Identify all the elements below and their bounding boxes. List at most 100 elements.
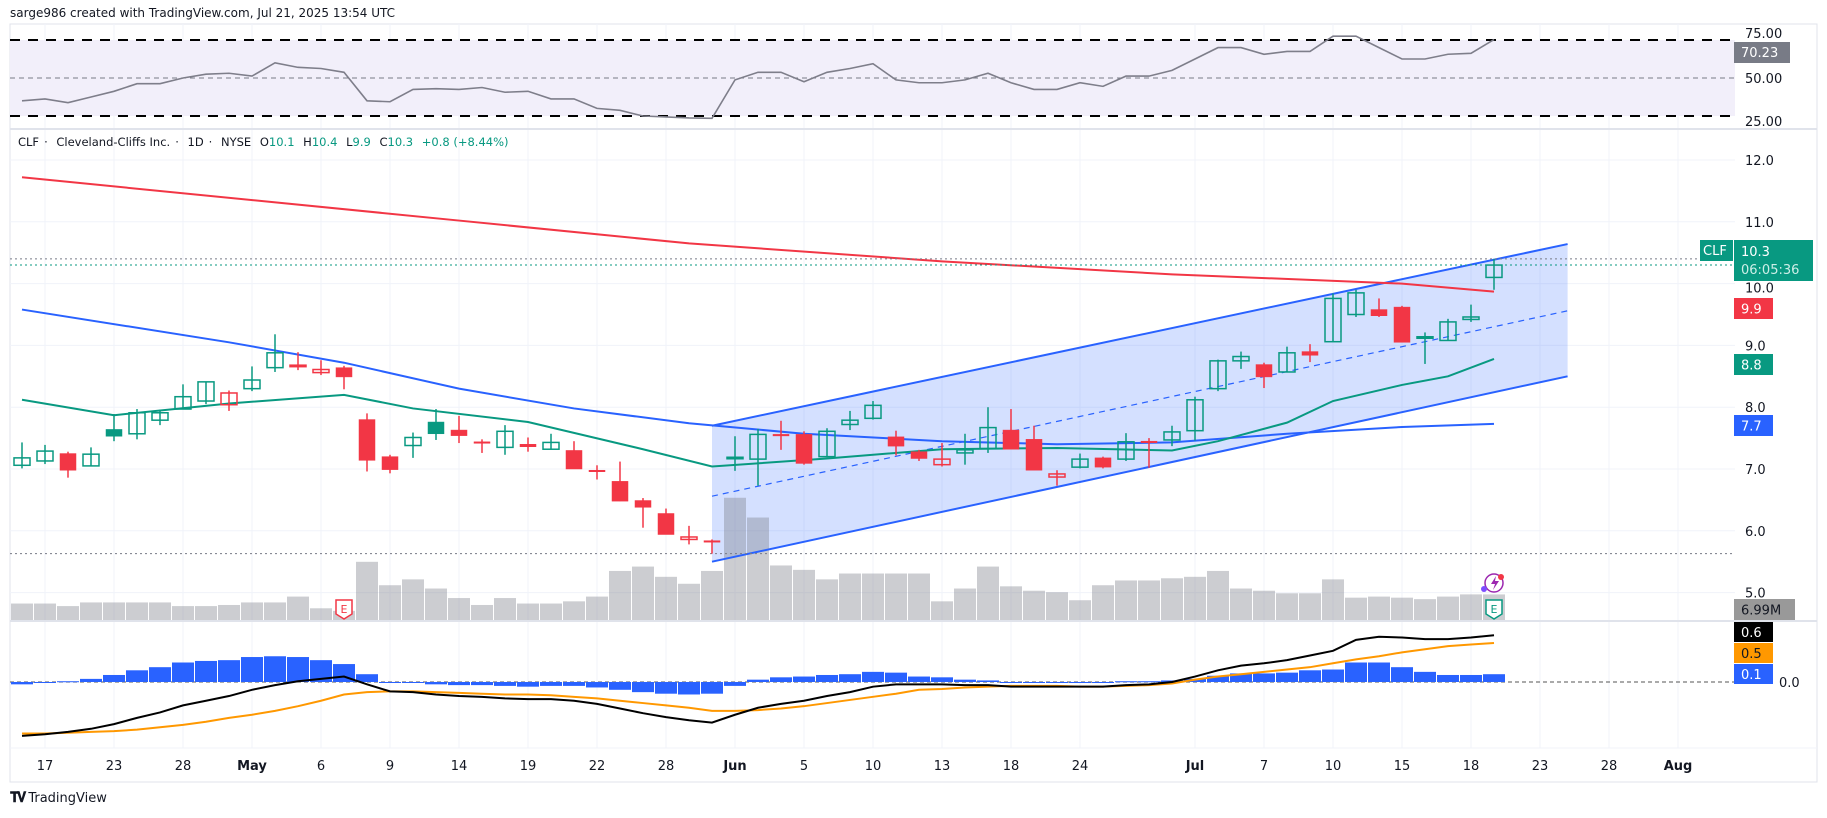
macd-histogram-bar — [1368, 662, 1390, 682]
time-tick-label: 6 — [317, 759, 325, 774]
ma-green-line — [21, 358, 1495, 468]
macd-histogram-bar — [471, 682, 493, 686]
notification-dot — [1498, 574, 1504, 580]
ma-red-badge: 9.9 — [1734, 298, 1773, 319]
macd-histogram-bar — [908, 676, 930, 682]
tradingview-logo[interactable]: 𝐓𝐕 TradingView — [10, 790, 107, 806]
channel-upper-line — [711, 243, 1568, 427]
time-tick-label: 14 — [451, 759, 468, 774]
candle-body — [128, 412, 146, 435]
candle — [588, 465, 606, 480]
macd-histogram-bar — [678, 682, 700, 695]
macd-histogram-bar — [172, 662, 194, 682]
legend-close: C10.3 — [379, 135, 413, 149]
volume-bar — [356, 561, 378, 620]
time-tick-label: 17 — [37, 759, 54, 774]
candle — [565, 441, 583, 470]
candle-body — [1278, 352, 1296, 373]
candle-body — [289, 364, 307, 368]
trend-channel-fill — [712, 244, 1568, 562]
volume-bar — [747, 517, 769, 620]
macd-value-badge: 0.6 — [1734, 622, 1773, 642]
volume-bar — [287, 596, 309, 620]
volume-bar — [609, 570, 631, 620]
macd-histogram-bar — [540, 682, 562, 686]
time-tick-label: 19 — [520, 759, 537, 774]
signal-value-badge: 0.5 — [1734, 643, 1773, 663]
candle-body — [427, 421, 445, 435]
candle-body — [703, 540, 721, 543]
candle — [680, 525, 698, 545]
volume-bar — [770, 565, 792, 620]
legend-interval: 1D — [187, 135, 204, 149]
candle-body — [335, 367, 353, 378]
volume-bar — [1138, 580, 1160, 620]
candle — [542, 433, 560, 450]
macd-histogram-bar — [310, 660, 332, 682]
macd-histogram-bar — [1000, 682, 1022, 683]
candle-body — [611, 481, 629, 502]
macd-histogram-bar — [126, 670, 148, 682]
volume-bar — [1115, 580, 1137, 620]
signal-value-badge-bg — [1734, 643, 1773, 663]
candle — [13, 442, 31, 469]
candle — [312, 360, 330, 376]
candle — [335, 365, 353, 390]
volume-bar — [379, 585, 401, 620]
lightning-circle — [1484, 573, 1504, 593]
price-tick-label: 6.0 — [1745, 525, 1766, 540]
macd-histogram-bar — [34, 682, 56, 683]
volume-bar — [80, 602, 102, 620]
price-tick-label: 8.0 — [1745, 401, 1766, 416]
macd-value-badge-text: 0.6 — [1741, 626, 1762, 641]
candle — [1025, 425, 1043, 471]
candle — [519, 437, 537, 452]
open-value: 10.1 — [268, 135, 295, 149]
ma-green-badge-text: 8.8 — [1741, 359, 1762, 374]
legend-symbol: CLF — [18, 135, 40, 149]
candle-body — [542, 441, 560, 450]
rsi-tick-label: 75.00 — [1745, 27, 1782, 42]
volume-bar — [839, 573, 861, 620]
candle-body — [82, 453, 100, 467]
candle-body — [1186, 399, 1204, 432]
time-tick-label: 7 — [1260, 759, 1268, 774]
macd-histogram-bar — [724, 682, 746, 686]
macd-histogram-bar — [1391, 667, 1413, 682]
earnings-icon — [335, 599, 353, 620]
open-label: O — [259, 135, 269, 149]
candle — [473, 439, 491, 453]
candle-body — [1416, 335, 1434, 339]
macd-histogram-bar — [103, 674, 125, 682]
candle — [703, 539, 721, 554]
macd-value-badge-bg — [1734, 622, 1773, 642]
candle — [749, 428, 767, 486]
volume-bar — [57, 606, 79, 620]
lightning-bolt — [1491, 576, 1499, 590]
macd-histogram-bar — [218, 660, 240, 682]
candle — [1255, 362, 1273, 389]
volume-bar — [724, 497, 746, 620]
time-tick-label: 15 — [1394, 759, 1411, 774]
macd-histogram-bar — [448, 682, 470, 686]
candle-body — [680, 536, 698, 541]
volume-bar — [1299, 593, 1321, 620]
candle — [496, 425, 514, 455]
candle — [1002, 409, 1020, 450]
symbol-legend[interactable]: CLF · Cleveland-Cliffs Inc. · 1D · NYSE O10… — [18, 135, 514, 149]
candle-body — [1140, 440, 1158, 443]
candle — [1209, 359, 1227, 392]
macd-histogram-bar — [839, 674, 861, 682]
volume-bar — [310, 608, 332, 620]
candle — [1301, 344, 1319, 363]
time-tick-label: 13 — [934, 759, 951, 774]
candle-body — [105, 429, 123, 437]
candle — [59, 451, 77, 478]
macd-line — [21, 634, 1495, 737]
macd-histogram-bar — [241, 657, 263, 682]
macd-zero-tick: 0.0 — [1779, 676, 1800, 691]
volume-bar — [1069, 600, 1091, 620]
volume-bar — [632, 566, 654, 620]
candle-body — [818, 430, 836, 458]
